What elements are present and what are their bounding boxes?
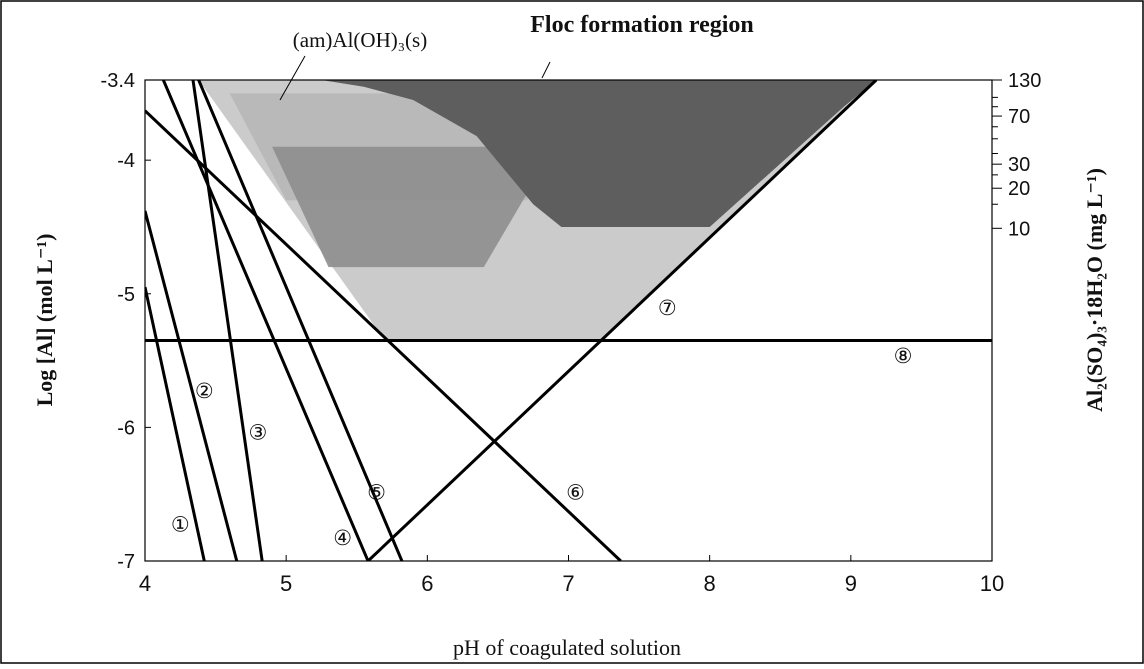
series-line-3 <box>191 80 264 561</box>
y-tick-label: -3.4 <box>101 70 135 92</box>
x-tick-label: 4 <box>139 571 151 596</box>
series-line-7 <box>367 80 878 561</box>
y2-tick-label: 10 <box>1008 218 1030 240</box>
y2-tick-label: 30 <box>1008 154 1030 176</box>
series-marker-2: ② <box>195 380 214 403</box>
lines-layer <box>145 80 992 561</box>
x-tick-label: 6 <box>421 571 433 596</box>
x-tick-label: 5 <box>280 571 292 596</box>
x-tick-label: 7 <box>562 571 574 596</box>
series-marker-3: ③ <box>249 421 268 444</box>
y-tick-label: -6 <box>117 417 135 439</box>
region-band-1 <box>272 146 555 268</box>
series-line-5 <box>197 80 404 561</box>
y-tick-label: -7 <box>117 551 135 573</box>
y2-tick-label: 130 <box>1008 70 1041 92</box>
y-axis-label: Log [Al] (mol L⁻¹) <box>32 234 57 407</box>
series-line-6 <box>145 109 622 561</box>
y2-tick-label: 20 <box>1008 178 1030 200</box>
annotations-layer: (am)Al(OH)₃(s) Floc formation region <box>279 12 754 101</box>
series-marker-4: ④ <box>333 527 352 550</box>
region-label-floc: Floc formation region <box>530 12 754 38</box>
x-tick-label: 8 <box>704 571 716 596</box>
series-marker-1: ① <box>171 514 190 537</box>
region-label-al-oh3: (am)Al(OH)₃(s) <box>293 28 427 52</box>
y-ticks-layer: -3.4 -4 -5 -6 -7 <box>101 70 151 573</box>
x-ticks-layer: 4 5 6 7 8 9 10 <box>139 555 1004 596</box>
series-marker-6: ⑥ <box>566 482 585 505</box>
series-marker-8: ⑧ <box>894 345 913 368</box>
series-marker-7: ⑦ <box>658 297 677 320</box>
series-line-2 <box>145 210 239 561</box>
leader-line-2 <box>541 61 551 79</box>
x-tick-label: 9 <box>845 571 857 596</box>
leader-line-1 <box>279 55 306 101</box>
x-tick-label: 10 <box>980 571 1004 596</box>
region-floc-formation <box>321 80 877 227</box>
series-marker-5: ⑤ <box>367 482 386 505</box>
markers-layer: ① ② ③ ④⑤ ⑥ ⑦ ⑧ <box>171 297 913 550</box>
series-line-1 <box>145 286 206 561</box>
y-tick-label: -5 <box>117 284 135 306</box>
y-tick-label: -4 <box>117 150 135 172</box>
regions-layer <box>198 80 877 341</box>
y2-tick-label: 70 <box>1008 106 1030 128</box>
y2-axis-label: Al₂(SO₄)₃·18H₂O (mg L⁻¹) <box>1082 168 1107 412</box>
x-axis-label: pH of coagulated solution <box>453 635 681 660</box>
